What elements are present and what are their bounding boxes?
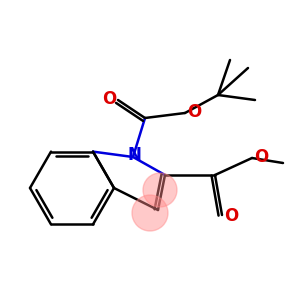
Circle shape: [143, 173, 177, 207]
Text: O: O: [254, 148, 268, 166]
Text: O: O: [102, 90, 116, 108]
Text: N: N: [127, 146, 141, 164]
Circle shape: [132, 195, 168, 231]
Text: O: O: [187, 103, 201, 121]
Text: O: O: [224, 207, 238, 225]
